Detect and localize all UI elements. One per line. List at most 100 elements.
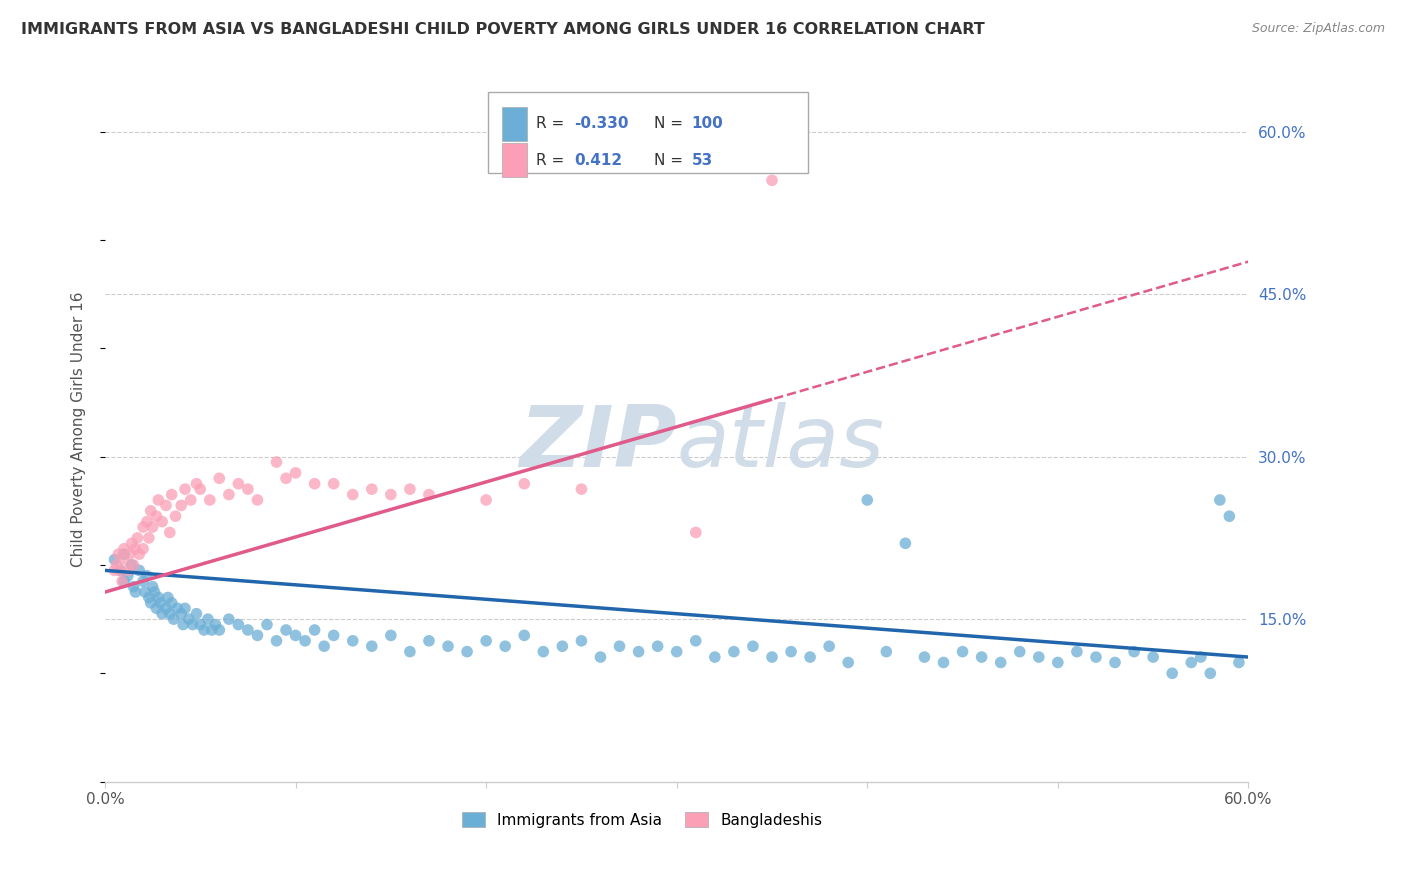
Point — [112, 547, 135, 561]
Point — [1161, 666, 1184, 681]
Point — [1028, 650, 1050, 665]
Point — [132, 520, 155, 534]
Point — [1199, 666, 1222, 681]
Legend: Immigrants from Asia, Bangladeshis: Immigrants from Asia, Bangladeshis — [456, 805, 828, 834]
Text: ZIP: ZIP — [519, 402, 676, 485]
Point — [128, 547, 150, 561]
Point — [952, 645, 974, 659]
Point — [742, 639, 765, 653]
Point — [132, 541, 155, 556]
Point — [685, 525, 707, 540]
Point — [1084, 650, 1107, 665]
Point — [589, 650, 612, 665]
Point — [138, 591, 160, 605]
Point — [172, 617, 194, 632]
Point — [818, 639, 841, 653]
Bar — [488, 92, 808, 172]
Point — [156, 591, 179, 605]
Point — [236, 623, 259, 637]
Point — [107, 547, 129, 561]
Point — [685, 633, 707, 648]
Point — [723, 645, 745, 659]
Point — [1209, 493, 1232, 508]
Point — [135, 569, 157, 583]
Point — [186, 607, 208, 621]
Point — [122, 558, 145, 572]
Text: 53: 53 — [692, 153, 713, 168]
Point — [294, 633, 316, 648]
Point — [380, 487, 402, 501]
Point — [166, 601, 188, 615]
Point — [138, 531, 160, 545]
Point — [160, 596, 183, 610]
Point — [513, 476, 536, 491]
Point — [531, 645, 554, 659]
Point — [208, 471, 231, 485]
Point — [256, 617, 278, 632]
Point — [1227, 656, 1250, 670]
Point — [314, 639, 336, 653]
Point — [145, 509, 167, 524]
Point — [110, 563, 132, 577]
Point — [228, 617, 250, 632]
Point — [150, 607, 173, 621]
Point — [170, 607, 193, 621]
Point — [128, 563, 150, 577]
Point — [418, 633, 440, 648]
Point — [894, 536, 917, 550]
Bar — [502, 107, 527, 141]
Point — [456, 645, 478, 659]
Point — [551, 639, 574, 653]
Point — [571, 633, 593, 648]
Point — [177, 612, 200, 626]
Point — [208, 623, 231, 637]
Point — [197, 612, 219, 626]
Point — [112, 552, 135, 566]
Point — [160, 487, 183, 501]
Point — [228, 476, 250, 491]
Point — [761, 650, 783, 665]
Point — [121, 558, 143, 572]
Point — [990, 656, 1012, 670]
Point — [914, 650, 936, 665]
Point — [418, 487, 440, 501]
Point — [246, 628, 269, 642]
Point — [134, 585, 156, 599]
Point — [135, 515, 157, 529]
Point — [174, 482, 197, 496]
Point — [139, 596, 162, 610]
Point — [437, 639, 460, 653]
Text: 0.412: 0.412 — [574, 153, 621, 168]
Point — [170, 499, 193, 513]
Point — [117, 563, 139, 577]
Point — [284, 466, 307, 480]
Point — [188, 482, 211, 496]
Point — [198, 493, 221, 508]
Point — [159, 525, 181, 540]
Point — [103, 552, 125, 566]
Point — [148, 591, 170, 605]
Point — [647, 639, 669, 653]
Point — [143, 585, 166, 599]
Point — [142, 580, 165, 594]
Point — [124, 541, 146, 556]
Point — [127, 531, 149, 545]
Point — [246, 493, 269, 508]
Point — [571, 482, 593, 496]
Point — [932, 656, 955, 670]
Point — [201, 623, 224, 637]
Point — [475, 493, 498, 508]
Bar — [502, 144, 527, 178]
Text: -0.330: -0.330 — [574, 117, 628, 131]
Point — [150, 515, 173, 529]
Point — [1218, 509, 1240, 524]
Point — [274, 471, 297, 485]
Point — [342, 633, 364, 648]
Point — [399, 482, 422, 496]
Point — [103, 563, 125, 577]
Point — [780, 645, 803, 659]
Point — [111, 574, 134, 589]
Text: Source: ZipAtlas.com: Source: ZipAtlas.com — [1251, 22, 1385, 36]
Point — [117, 569, 139, 583]
Point — [399, 645, 422, 659]
